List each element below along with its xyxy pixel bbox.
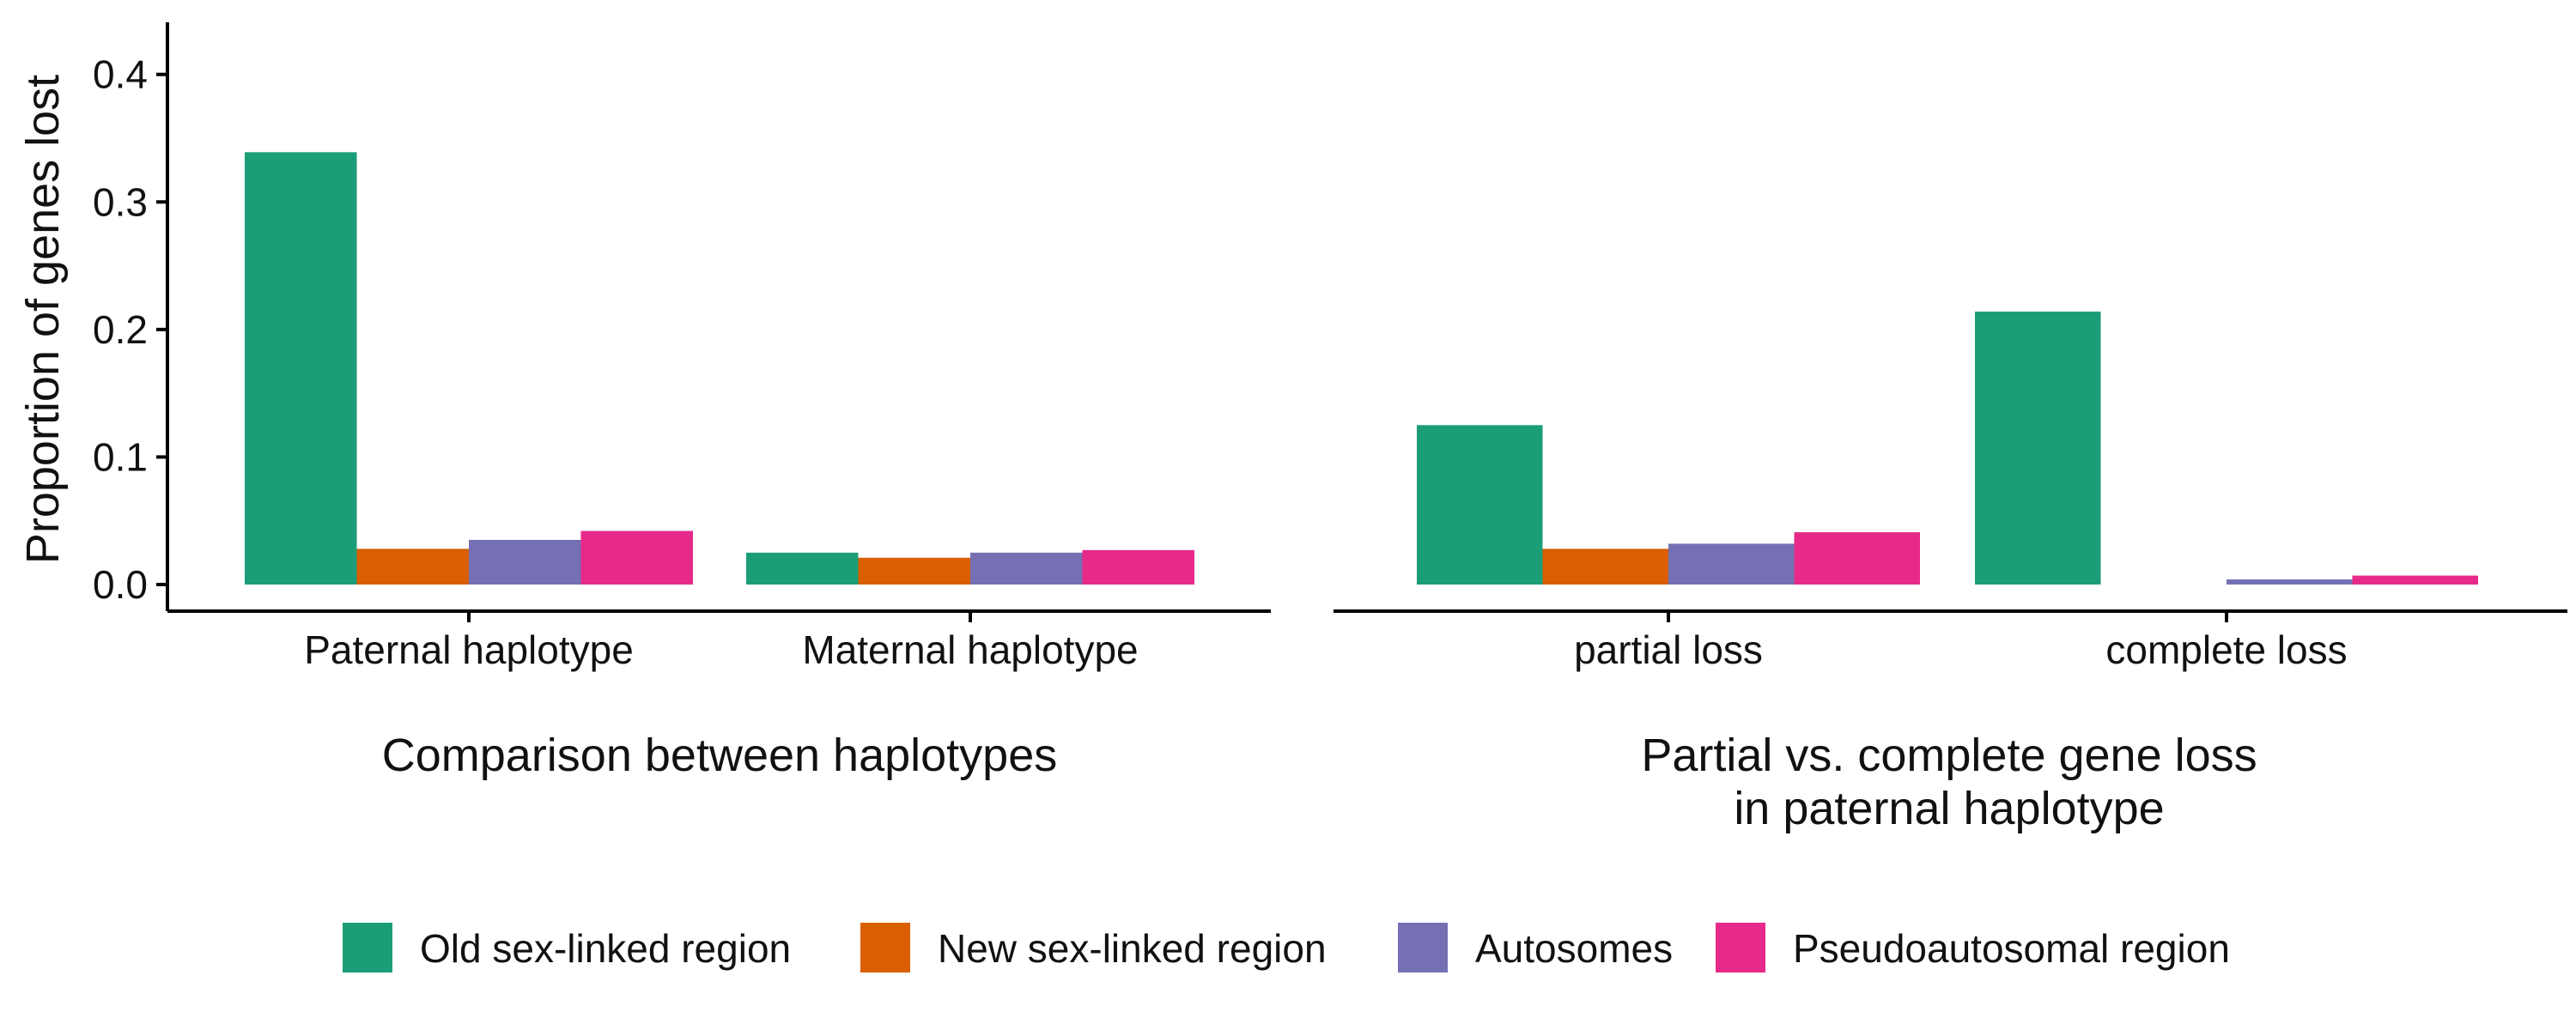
legend-label: Autosomes <box>1475 926 1673 971</box>
x-axis-title-right-line-2: in paternal haplotype <box>1734 783 2164 834</box>
y-axis: 0.0 0.1 0.2 0.3 0.4 <box>93 22 169 611</box>
legend-label: New sex-linked region <box>938 926 1327 971</box>
y-tick-label: 0.1 <box>93 434 148 479</box>
bar <box>1668 543 1795 585</box>
x-axis: Paternal haplotype Maternal haplotype <box>167 609 1271 672</box>
x-axis-title-right-line-1: Partial vs. complete gene loss <box>1641 730 2257 781</box>
x-axis: partial loss complete loss <box>1334 609 2567 672</box>
y-tick-label: 0.0 <box>93 562 148 607</box>
legend-swatch <box>343 923 392 972</box>
bar <box>970 552 1083 585</box>
x-tick-label: Paternal haplotype <box>304 627 634 672</box>
bar <box>1082 549 1194 585</box>
x-axis-title-left: Comparison between haplotypes <box>382 730 1057 781</box>
bar <box>245 152 357 585</box>
bar <box>746 552 859 585</box>
bar <box>858 557 970 585</box>
bars-partial-vs-complete <box>1417 312 2478 585</box>
x-tick-label: partial loss <box>1574 627 1763 672</box>
bar <box>469 540 581 585</box>
y-tick-label: 0.2 <box>93 307 148 352</box>
bar <box>1542 548 1668 585</box>
legend-swatch <box>1398 923 1448 972</box>
legend-swatch <box>1716 923 1765 972</box>
legend-label: Old sex-linked region <box>420 926 791 971</box>
bar <box>580 530 693 585</box>
legend: Old sex-linked region New sex-linked regi… <box>343 923 2230 972</box>
panel-partial-vs-complete: partial loss complete loss Partial vs. co… <box>1334 312 2567 834</box>
legend-label: Pseudoautosomal region <box>1793 926 2230 971</box>
bars-haplotype-comparison <box>245 152 1194 585</box>
x-tick-label: complete loss <box>2105 627 2347 672</box>
bar <box>1794 532 1920 585</box>
panel-haplotype-comparison: 0.0 0.1 0.2 0.3 0.4 Paternal haplotype Matern… <box>93 22 1271 781</box>
bar <box>2352 575 2478 585</box>
bar <box>1417 425 1543 585</box>
y-axis-title: Proportion of genes lost <box>17 75 69 564</box>
bar <box>1975 312 2101 585</box>
bar <box>2227 579 2353 585</box>
y-tick-label: 0.3 <box>93 179 148 224</box>
x-tick-label: Maternal haplotype <box>802 627 1138 672</box>
bar <box>356 548 469 585</box>
legend-swatch <box>860 923 910 972</box>
y-tick-label: 0.4 <box>93 52 148 97</box>
